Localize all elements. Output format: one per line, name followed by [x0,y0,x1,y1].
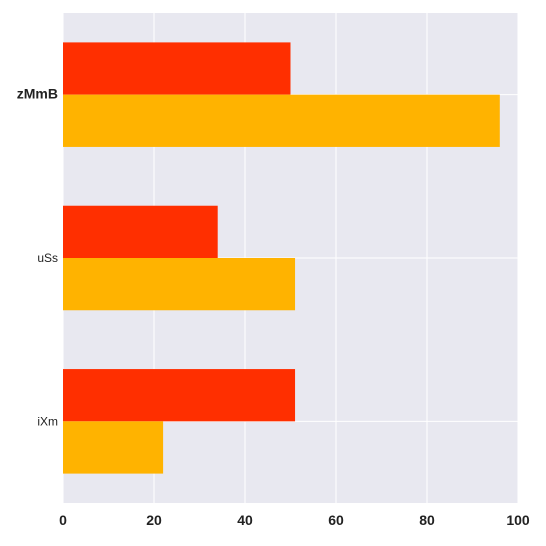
x-axis-ticks: 0 20 40 60 80 100 [59,512,530,528]
bars [63,42,500,474]
y-category-label: iXm [37,414,58,428]
bar-uSs-series-1 [63,205,218,258]
bar-iXm-series-1 [63,369,296,422]
bar-uSs-series-2 [63,258,296,311]
bar-zMmB-series-2 [63,94,500,147]
y-category-label: zMmB [17,86,58,102]
bar-iXm-series-2 [63,421,164,474]
y-axis-category-labels: zMmB uSs iXm [17,86,58,429]
x-tick-label: 80 [419,512,435,528]
x-tick-label: 0 [59,512,67,528]
bar-zMmB-series-1 [63,42,291,95]
x-tick-label: 100 [506,512,530,528]
x-tick-label: 40 [237,512,253,528]
y-category-label: uSs [37,251,58,265]
x-tick-label: 60 [328,512,344,528]
x-tick-label: 20 [146,512,162,528]
